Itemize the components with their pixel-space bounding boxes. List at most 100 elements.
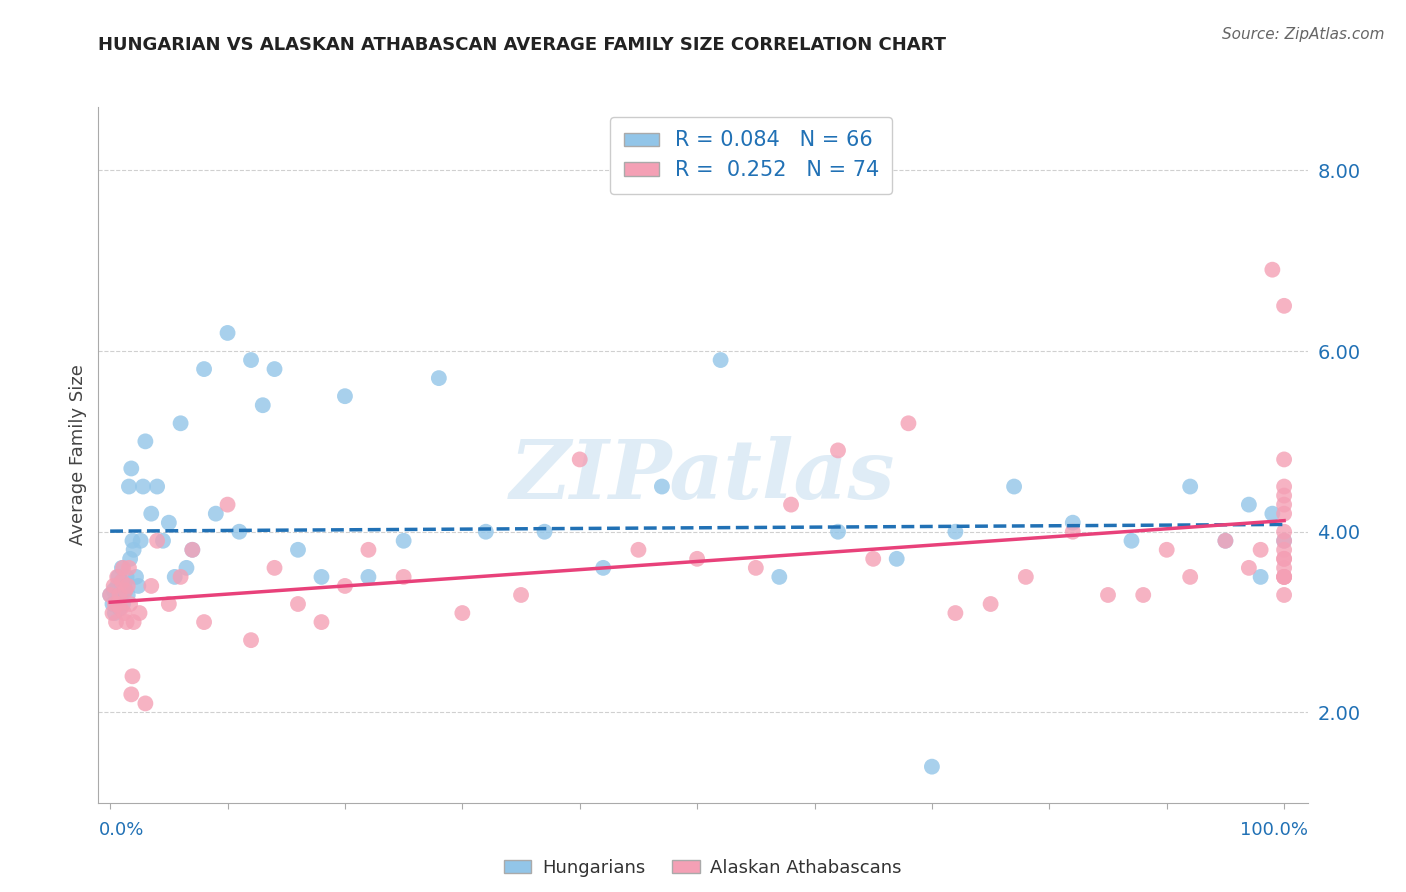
Point bbox=[120, 461, 142, 475]
Point bbox=[945, 524, 967, 539]
Point bbox=[710, 353, 733, 368]
Point bbox=[181, 542, 204, 557]
Point bbox=[105, 615, 128, 629]
Point bbox=[193, 362, 215, 376]
Point bbox=[827, 443, 849, 458]
Point bbox=[1097, 588, 1119, 602]
Point bbox=[121, 669, 143, 683]
Point bbox=[105, 592, 128, 607]
Point bbox=[104, 606, 127, 620]
Point bbox=[1002, 479, 1025, 493]
Point bbox=[945, 606, 967, 620]
Point bbox=[287, 597, 309, 611]
Point bbox=[780, 498, 803, 512]
Point bbox=[1261, 262, 1284, 277]
Point bbox=[333, 579, 356, 593]
Point bbox=[111, 561, 134, 575]
Point bbox=[103, 583, 125, 598]
Point bbox=[287, 542, 309, 557]
Point bbox=[112, 561, 135, 575]
Point bbox=[886, 551, 908, 566]
Point bbox=[108, 588, 131, 602]
Point bbox=[1261, 507, 1284, 521]
Point bbox=[169, 417, 191, 431]
Point bbox=[141, 579, 163, 593]
Point bbox=[129, 533, 152, 548]
Point bbox=[217, 326, 239, 340]
Point bbox=[110, 601, 132, 615]
Point bbox=[176, 561, 198, 575]
Point bbox=[1121, 533, 1143, 548]
Point bbox=[157, 597, 180, 611]
Point bbox=[1250, 570, 1272, 584]
Point bbox=[1272, 299, 1295, 313]
Point bbox=[120, 551, 142, 566]
Point bbox=[193, 615, 215, 629]
Point bbox=[357, 570, 380, 584]
Point bbox=[1272, 570, 1295, 584]
Point bbox=[745, 561, 768, 575]
Text: HUNGARIAN VS ALASKAN ATHABASCAN AVERAGE FAMILY SIZE CORRELATION CHART: HUNGARIAN VS ALASKAN ATHABASCAN AVERAGE … bbox=[98, 36, 946, 54]
Point bbox=[134, 697, 156, 711]
Point bbox=[427, 371, 450, 385]
Point bbox=[333, 389, 356, 403]
Point bbox=[105, 570, 128, 584]
Point bbox=[107, 570, 129, 584]
Point bbox=[1215, 533, 1237, 548]
Text: ZIPatlas: ZIPatlas bbox=[510, 436, 896, 516]
Point bbox=[392, 570, 415, 584]
Point bbox=[114, 583, 136, 598]
Point bbox=[127, 579, 149, 593]
Point bbox=[311, 615, 333, 629]
Text: 0.0%: 0.0% bbox=[98, 821, 143, 838]
Point bbox=[1272, 533, 1295, 548]
Point bbox=[217, 498, 239, 512]
Point bbox=[1272, 507, 1295, 521]
Point bbox=[862, 551, 884, 566]
Point bbox=[1272, 551, 1295, 566]
Point bbox=[157, 516, 180, 530]
Point bbox=[1180, 570, 1202, 584]
Point bbox=[357, 542, 380, 557]
Point bbox=[1272, 452, 1295, 467]
Point bbox=[311, 570, 333, 584]
Point bbox=[568, 452, 591, 467]
Point bbox=[1237, 498, 1260, 512]
Point bbox=[627, 542, 650, 557]
Point bbox=[163, 570, 186, 584]
Point bbox=[134, 434, 156, 449]
Point bbox=[1272, 570, 1295, 584]
Point bbox=[104, 597, 127, 611]
Legend: Hungarians, Alaskan Athabascans: Hungarians, Alaskan Athabascans bbox=[496, 852, 910, 884]
Point bbox=[768, 570, 790, 584]
Point bbox=[120, 687, 142, 701]
Point bbox=[1272, 479, 1295, 493]
Point bbox=[181, 542, 204, 557]
Point bbox=[686, 551, 709, 566]
Point bbox=[1272, 498, 1295, 512]
Point bbox=[1272, 542, 1295, 557]
Point bbox=[1272, 588, 1295, 602]
Point bbox=[392, 533, 415, 548]
Point bbox=[1272, 524, 1295, 539]
Point bbox=[107, 597, 129, 611]
Point bbox=[115, 615, 138, 629]
Point bbox=[122, 615, 145, 629]
Point bbox=[128, 606, 150, 620]
Point bbox=[980, 597, 1002, 611]
Point bbox=[897, 417, 920, 431]
Point bbox=[252, 398, 274, 412]
Point bbox=[152, 533, 174, 548]
Point bbox=[146, 479, 169, 493]
Point bbox=[132, 479, 155, 493]
Point bbox=[263, 561, 285, 575]
Point bbox=[108, 601, 131, 615]
Point bbox=[101, 597, 124, 611]
Point bbox=[120, 597, 142, 611]
Point bbox=[1272, 489, 1295, 503]
Point bbox=[204, 507, 226, 521]
Point bbox=[1132, 588, 1154, 602]
Point bbox=[1272, 533, 1295, 548]
Point bbox=[651, 479, 673, 493]
Point bbox=[146, 533, 169, 548]
